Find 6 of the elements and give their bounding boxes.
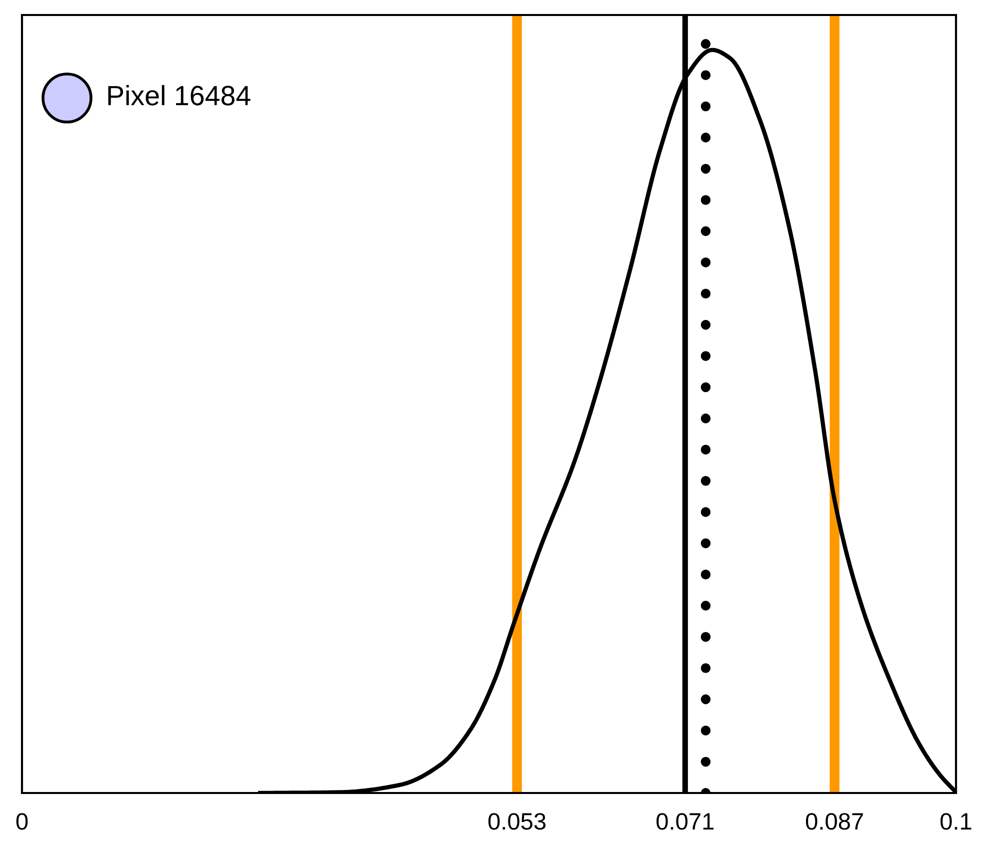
x-tick-label: 0	[16, 813, 28, 830]
x-tick-label: 0.071	[656, 813, 714, 830]
x-tick-label: 0.087	[806, 813, 863, 830]
x-tick-label: 0.053	[488, 813, 546, 830]
annotation: Pixel 16484	[108, 85, 250, 106]
x-tick-label: 0.1	[940, 813, 972, 830]
